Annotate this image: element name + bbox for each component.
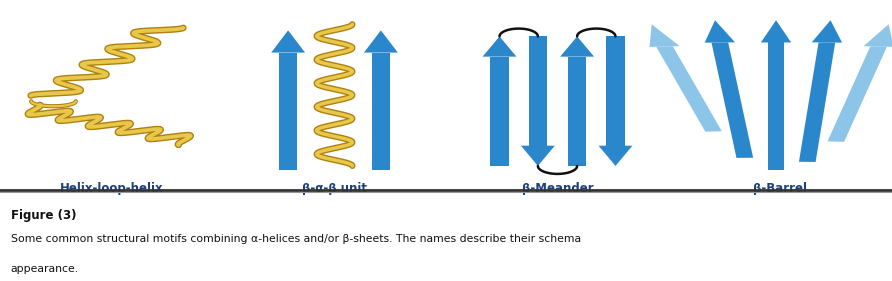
Polygon shape (705, 20, 735, 43)
Text: Figure (3): Figure (3) (11, 209, 76, 222)
Polygon shape (599, 146, 632, 166)
Text: β-α-β unit: β-α-β unit (302, 182, 367, 195)
Polygon shape (649, 24, 680, 47)
Text: β-Barrel: β-Barrel (754, 182, 807, 195)
Polygon shape (863, 24, 892, 47)
Polygon shape (483, 37, 516, 57)
Text: Some common structural motifs combining α-helices and/or β-sheets. The names des: Some common structural motifs combining … (11, 234, 581, 244)
Polygon shape (491, 57, 508, 166)
Polygon shape (568, 57, 586, 166)
Polygon shape (271, 30, 305, 53)
Polygon shape (372, 53, 390, 170)
Text: Helix-loop-helix: Helix-loop-helix (60, 182, 163, 195)
Text: appearance.: appearance. (11, 264, 78, 274)
Polygon shape (657, 46, 722, 132)
Polygon shape (799, 42, 835, 162)
Polygon shape (812, 20, 842, 43)
Text: β-Meander: β-Meander (522, 182, 593, 195)
Polygon shape (279, 53, 297, 170)
Polygon shape (828, 46, 887, 142)
Polygon shape (712, 42, 753, 158)
Polygon shape (529, 37, 547, 146)
Polygon shape (607, 37, 624, 146)
Polygon shape (560, 37, 594, 57)
Polygon shape (521, 146, 555, 166)
Polygon shape (761, 20, 791, 42)
Polygon shape (364, 30, 398, 53)
Polygon shape (768, 42, 784, 170)
